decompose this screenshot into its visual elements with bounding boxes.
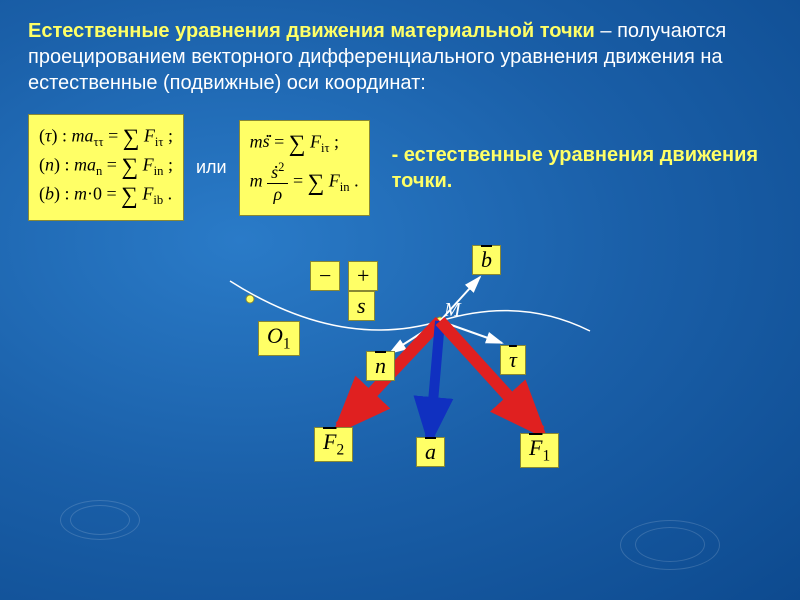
label-f2: F2 (314, 427, 353, 462)
slide-content: Естественные уравнения движения материал… (0, 0, 800, 519)
label-m: M (444, 299, 461, 322)
label-f1: F1 (520, 433, 559, 468)
header-block: Естественные уравнения движения материал… (28, 18, 772, 96)
label-plus: + (348, 261, 378, 291)
eq1-line2: (n) : man = ∑ Fin ; (39, 154, 173, 181)
bg-ripple (635, 527, 705, 562)
origin-point (246, 295, 254, 303)
equation-box-2: ms = ∑ Fiτ ; m s2ρ = ∑ Fin . (239, 120, 370, 216)
f1-vector (440, 321, 540, 431)
label-o1: O1 (258, 321, 300, 356)
label-b: b (472, 245, 501, 275)
label-n: n (366, 351, 395, 381)
eq1-line1: (τ) : maττ = ∑ Fiτ ; (39, 125, 173, 152)
eq2-line1: ms = ∑ Fiτ ; (250, 131, 359, 158)
equations-row: (τ) : maττ = ∑ Fiτ ; (n) : man = ∑ Fin ;… (28, 114, 772, 221)
label-a: a (416, 437, 445, 467)
eq1-line3: (b) : m·0 = ∑ Fib . (39, 183, 173, 210)
page-title: Естественные уравнения движения материал… (28, 20, 595, 42)
equation-box-1: (τ) : maττ = ∑ Fiτ ; (n) : man = ∑ Fin ;… (28, 114, 184, 221)
label-minus: − (310, 261, 340, 291)
label-tau: τ (500, 345, 526, 375)
label-s: s (348, 291, 375, 321)
side-text: - естественные уравнения движения точки. (392, 142, 772, 194)
bg-ripple (70, 505, 130, 535)
vector-diagram: − + s O1 b n τ F2 a F1 M (190, 241, 610, 501)
eq2-line2: m s2ρ = ∑ Fin . (250, 160, 359, 205)
or-label: или (196, 157, 227, 178)
